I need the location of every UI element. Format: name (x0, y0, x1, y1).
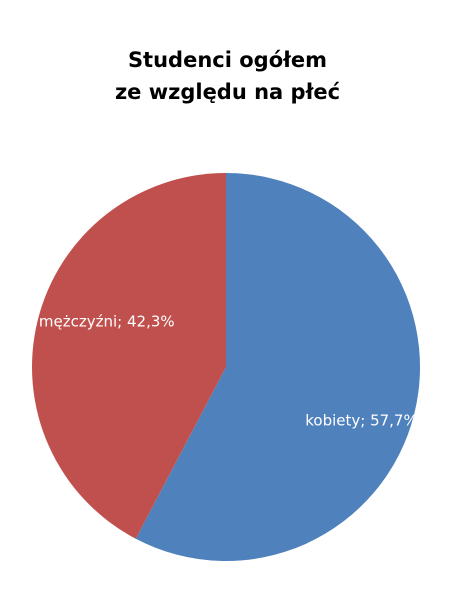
pie-slices (32, 173, 421, 561)
pie-label-kobiety: kobiety; 57,7% (305, 412, 417, 430)
chart-title-line-1: Studenci ogółem (127, 48, 328, 72)
chart-title: Studenci ogółem ze względu na płeć (0, 44, 455, 108)
pie-label-mezczyzni: mężczyźni; 42,3% (39, 313, 175, 331)
pie-slice-mezczyzni (32, 173, 227, 539)
pie-labels: kobiety; 57,7% mężczyźni; 42,3% (39, 313, 418, 430)
pie-slice-kobiety (135, 173, 421, 561)
chart-title-line-2: ze względu na płeć (114, 80, 341, 104)
